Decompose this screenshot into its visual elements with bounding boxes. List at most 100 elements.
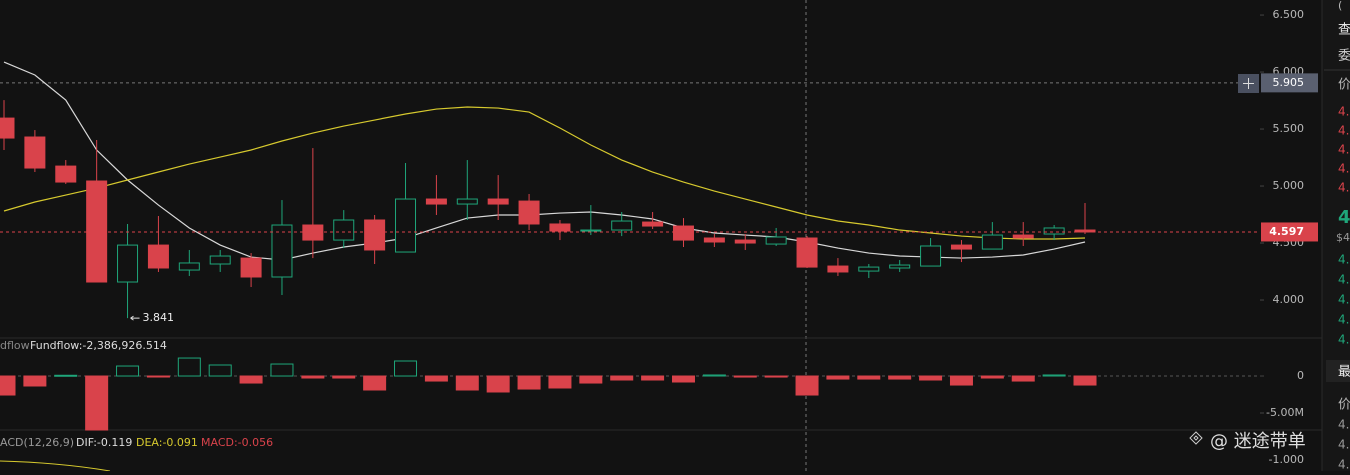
sidebar-tab[interactable] bbox=[1326, 360, 1350, 382]
fundflow-bar bbox=[949, 375, 973, 386]
sidebar-text[interactable]: 查 bbox=[1338, 23, 1350, 38]
candle-body bbox=[333, 219, 355, 241]
candle-body bbox=[425, 198, 447, 205]
fundflow-bar bbox=[764, 375, 788, 378]
crosshair-price-box bbox=[1261, 73, 1318, 93]
fundflow-bar bbox=[888, 375, 912, 380]
macd-title: ACD(12,26,9) bbox=[0, 436, 74, 449]
sidebar-quote: 4.5 bbox=[1338, 143, 1350, 157]
sidebar-last-sub: $4 bbox=[1336, 231, 1350, 244]
fundflow-title: Fundflow:-2,386,926.514 bbox=[30, 339, 167, 352]
candle-body bbox=[827, 265, 849, 273]
fundflow-bar bbox=[424, 375, 448, 382]
candle-body bbox=[240, 257, 262, 278]
candle-body bbox=[456, 198, 478, 205]
candle-body bbox=[580, 229, 602, 232]
candle-body bbox=[302, 224, 324, 241]
candle-body bbox=[765, 236, 787, 245]
sidebar: ( 查 委 价 4 $4 最 价 bbox=[1324, 0, 1350, 413]
plus-icon bbox=[1243, 78, 1254, 89]
sidebar-quote: 4.5 bbox=[1338, 418, 1350, 432]
candle-body bbox=[672, 225, 694, 241]
candle-body bbox=[487, 198, 509, 205]
candle-body bbox=[734, 239, 756, 244]
sidebar-quote: 4.5 bbox=[1338, 313, 1350, 327]
fundflow-bar bbox=[641, 375, 665, 381]
candle-body bbox=[950, 244, 972, 250]
candle-body bbox=[178, 262, 200, 271]
candle-body bbox=[1012, 234, 1034, 239]
low-arrow bbox=[130, 315, 140, 321]
moving-average bbox=[3, 106, 1086, 240]
fundflow-bar bbox=[857, 375, 881, 380]
fundflow-bar bbox=[54, 374, 78, 377]
sidebar-quote: 4.5 bbox=[1338, 438, 1350, 452]
sidebar-quote: 4.5 bbox=[1338, 293, 1350, 307]
candle-body bbox=[364, 219, 386, 251]
macd-dif: DIF:-0.119 bbox=[76, 436, 132, 449]
fundflow-bar bbox=[610, 375, 634, 381]
candle-body bbox=[858, 266, 880, 272]
candle-body bbox=[611, 220, 633, 231]
sidebar-bg bbox=[1322, 0, 1350, 471]
fundflow-bar bbox=[980, 375, 1004, 379]
fundflow-bar bbox=[1011, 375, 1035, 382]
candle-body bbox=[55, 165, 77, 183]
y-tick-label: 5.500 bbox=[1273, 122, 1305, 135]
last-price-box bbox=[1261, 222, 1318, 242]
candle-body bbox=[642, 221, 664, 227]
sidebar-quote: 4.5 bbox=[1338, 458, 1350, 472]
sidebar-quote: 4.5 bbox=[1338, 253, 1350, 267]
y-tick-label: 0 bbox=[1297, 369, 1304, 382]
fundflow-bar bbox=[85, 375, 109, 431]
moving-average bbox=[3, 61, 1086, 261]
fundflow-bar bbox=[1073, 375, 1097, 386]
sidebar-quote: 4.5 bbox=[1338, 162, 1350, 176]
sidebar-quote: 4.5 bbox=[1338, 333, 1350, 347]
sidebar-text[interactable]: 最 bbox=[1338, 365, 1350, 380]
sidebar-last: 4 bbox=[1338, 207, 1350, 228]
fundflow-bar bbox=[394, 360, 418, 377]
fundflow-bar bbox=[177, 357, 201, 377]
sidebar-quote: 4.5 bbox=[1338, 273, 1350, 287]
candle-body bbox=[271, 224, 293, 278]
fundflow-bar bbox=[795, 375, 819, 396]
fundflow-bar bbox=[0, 375, 16, 396]
fundflow-bar bbox=[332, 375, 356, 379]
low-annotation: 3.841 bbox=[143, 311, 175, 324]
candle-body bbox=[1043, 227, 1065, 235]
macd-line bbox=[0, 460, 111, 472]
y-tick-label: 4.000 bbox=[1273, 293, 1305, 306]
fundflow-bar bbox=[270, 363, 294, 377]
candle-body bbox=[889, 264, 911, 269]
fundflow-bar bbox=[517, 375, 541, 390]
fundflow-bar bbox=[363, 375, 387, 391]
fundflow-bar bbox=[1042, 374, 1066, 377]
candle-body bbox=[981, 234, 1003, 250]
crosshair-price: 5.905 bbox=[1273, 76, 1305, 89]
last-price: 4.597 bbox=[1269, 225, 1304, 238]
candle-body bbox=[395, 198, 417, 253]
fundflow-bar bbox=[671, 375, 695, 383]
sidebar-text[interactable]: 委 bbox=[1338, 49, 1350, 64]
fundflow-partial: dflow bbox=[0, 339, 30, 352]
macd-tick: -1.000 bbox=[1269, 453, 1304, 466]
watermark: @ 迷途带单 bbox=[1189, 431, 1306, 452]
y-tick-label: 5.000 bbox=[1273, 179, 1305, 192]
sidebar-quote: 4.5 bbox=[1338, 124, 1350, 138]
sidebar-quote: 4.6 bbox=[1338, 105, 1350, 119]
fundflow-bar bbox=[486, 375, 510, 393]
fundflow-bar bbox=[208, 364, 232, 377]
candle-body bbox=[209, 255, 231, 265]
candle-body bbox=[117, 244, 139, 283]
macd-dea: DEA:-0.091 bbox=[136, 436, 198, 449]
sidebar-text: 价 bbox=[1338, 78, 1350, 93]
fundflow-bar bbox=[116, 365, 140, 377]
fundflow-bar bbox=[455, 375, 479, 391]
candle-body bbox=[518, 200, 540, 225]
watermark-text: @ 迷途带单 bbox=[1210, 431, 1306, 452]
fundflow-bar bbox=[146, 375, 170, 378]
sidebar-text: 价 bbox=[1338, 398, 1350, 413]
fundflow-bar bbox=[239, 375, 263, 384]
sidebar-quote: 4.5 bbox=[1338, 181, 1350, 195]
